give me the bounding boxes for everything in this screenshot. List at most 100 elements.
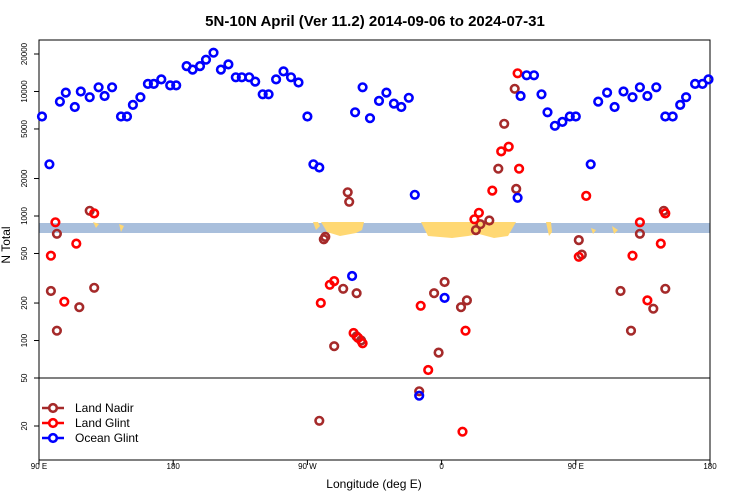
land-nadir-point-3 [89,282,100,293]
ocean-glint-point-38 [314,162,325,173]
ocean-glint-point-47 [403,92,414,103]
land-glint-point-25 [634,217,646,228]
ocean-glint-point-43 [373,95,385,106]
y-tick-label-2: 200 [20,296,29,310]
ocean-glint-point-18 [171,80,182,91]
map-ocean-band [39,223,710,233]
ocean-glint-point-54 [528,70,540,81]
land-nadir-point-10 [338,283,349,294]
map-strip [39,222,710,238]
legend-label-land-glint: Land Glint [75,416,130,430]
ocean-glint-point-40 [350,107,361,118]
ocean-glint-point-30 [257,89,268,100]
ocean-glint-point-62 [593,96,604,107]
map-land-1 [321,222,364,236]
land-nadir-point-32 [625,325,637,336]
ocean-glint-point-9 [106,82,118,93]
x-axis-label: Longitude (deg E) [326,477,421,491]
data-points [36,47,714,437]
land-nadir-point-18 [433,347,444,358]
land-nadir-point-27 [509,83,520,94]
land-nadir-point-11 [342,187,353,198]
land-glint-point-1 [50,217,61,228]
ocean-glint-point-64 [609,101,620,113]
ocean-glint-point-69 [651,82,662,93]
ocean-glint-point-3 [60,87,71,98]
y-tick-label-9: 20 [20,421,29,430]
ocean-glint-point-26 [230,72,241,83]
x-tick-label-5: 180 [703,462,717,471]
map-land-7 [612,226,618,234]
land-glint-point-2 [59,296,70,307]
land-glint-point-24 [627,250,638,261]
ocean-glint-point-34 [285,72,297,83]
map-land-6 [591,228,596,234]
legend-marker-land-glint [47,417,59,429]
ocean-glint-point-50 [439,292,450,304]
land-nadir-point-24 [484,215,495,226]
ocean-glint-point-42 [364,113,376,124]
ocean-glint-point-16 [156,74,167,85]
land-nadir-point-26 [499,118,510,129]
ocean-glint-point-57 [549,120,561,131]
map-land-3 [546,222,552,236]
ocean-glint-point-8 [99,90,110,102]
ocean-glint-point-51 [512,192,523,203]
chart-title: 5N-10N April (Ver 11.2) 2014-09-06 to 20… [205,13,545,30]
ocean-glint-point-33 [278,66,289,77]
ocean-glint-point-66 [627,92,638,103]
ocean-glint-point-61 [585,159,596,170]
land-glint-point-15 [469,214,480,225]
ocean-glint-point-22 [200,54,212,65]
x-tick-label-3: 0 [439,462,444,471]
ocean-glint-point-7 [93,82,104,93]
ocean-glint-point-25 [223,59,234,70]
map-land-5 [119,224,124,232]
land-nadir-point-5 [51,228,63,239]
ocean-glint-point-5 [75,86,86,97]
legend-marker-ocean-glint [47,432,59,444]
ocean-glint-point-11 [121,111,133,122]
ocean-glint-point-76 [703,74,714,85]
y-tick-label-6: 5000 [20,120,29,138]
land-glint-point-11 [415,300,426,311]
land-nadir-point-16 [414,386,425,397]
ocean-glint-point-10 [115,111,127,122]
land-nadir-point-13 [351,288,362,299]
ocean-glint-point-14 [142,78,153,89]
ocean-glint-point-32 [271,74,282,85]
land-glint-point-18 [496,146,507,157]
land-nadir-point-1 [51,325,63,336]
ocean-glint-point-48 [409,189,420,200]
land-glint-point-0 [45,250,57,261]
plot-frame [38,39,711,461]
land-glint-point-28 [660,208,671,219]
land-nadir-point-33 [634,228,646,239]
map-land-0 [421,222,516,238]
land-glint-point-16 [473,207,485,218]
land-glint-point-4 [89,208,100,219]
ocean-glint-point-6 [84,92,95,103]
map-land-2 [313,222,320,230]
land-glint-point-21 [513,163,525,174]
land-nadir-point-23 [475,219,486,230]
land-nadir-point-25 [493,163,504,174]
ocean-glint-point-59 [564,111,575,122]
land-glint-point-20 [512,68,523,79]
land-glint-point-10 [357,338,368,349]
y-tick-label-3: 500 [20,246,29,260]
ocean-glint-point-21 [194,60,206,72]
land-glint-point-17 [487,185,498,196]
x-axis: 90 E 180 90 W 0 90 E 180 [31,460,717,471]
ocean-glint-point-29 [250,76,261,87]
ocean-glint-point-4 [69,101,80,113]
ocean-glint-point-56 [542,107,553,118]
land-glint-point-26 [642,295,653,306]
ocean-glint-point-63 [601,87,613,98]
land-nadir-point-21 [461,295,473,306]
land-nadir-point-12 [344,196,355,207]
land-glint-point-5 [315,297,326,309]
ocean-glint-point-31 [263,89,274,100]
ocean-glint-point-41 [357,82,368,93]
